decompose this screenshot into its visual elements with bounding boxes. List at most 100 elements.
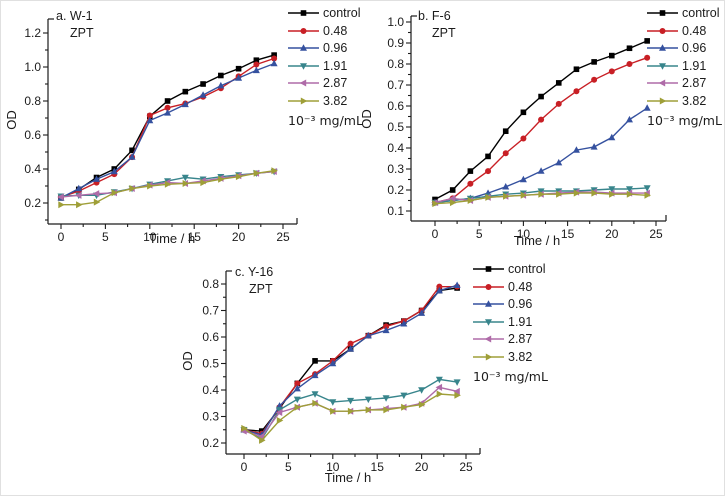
svg-text:5: 5 [285, 460, 292, 474]
data-point-3.82 [449, 199, 457, 207]
data-point-0.96 [181, 100, 189, 108]
data-point-0.96 [608, 133, 616, 141]
svg-text:0.2: 0.2 [24, 196, 41, 210]
data-point-0.96 [364, 331, 372, 339]
panel-c-ylabel: OD [180, 351, 195, 371]
square-marker-icon [288, 10, 319, 16]
chart-panel-b: 0 5 10 15 20 25 0.1 0.2 0.3 0.4 0.5 0.6 0.7 0.8 0.9 1.0 [356, 1, 724, 253]
legend-label: 3.82 [323, 93, 348, 108]
legend-label: 0.48 [508, 279, 533, 294]
circle-marker-icon [647, 27, 678, 34]
data-point-control [591, 59, 597, 65]
data-point-0.48 [538, 116, 545, 123]
svg-text:0.6: 0.6 [202, 330, 219, 344]
data-point-3.82 [276, 416, 284, 424]
chart-b-legend: control 0.48 0.96 1.91 2.87 3.82 10⁻³ mg/mL [647, 6, 722, 128]
data-point-control [538, 93, 544, 100]
legend-label: control [323, 6, 361, 20]
triangle-left-marker-icon [288, 79, 319, 87]
svg-text:0.3: 0.3 [387, 162, 404, 176]
data-point-3.82 [253, 169, 261, 177]
series-line-3.82 [61, 170, 275, 206]
panel-a-xlabel: Time / h [148, 231, 196, 246]
panel-c-title: c. Y-16 [235, 265, 274, 279]
legend-label: 0.96 [682, 41, 707, 55]
data-point-1.91 [608, 186, 616, 193]
svg-text:0.7: 0.7 [202, 304, 219, 318]
data-point-3.82 [93, 198, 101, 206]
data-point-3.82 [454, 391, 461, 399]
data-point-0.96 [93, 175, 101, 182]
data-point-0.48 [294, 380, 301, 387]
data-point-0.96 [519, 175, 527, 183]
data-point-control [164, 98, 171, 104]
data-point-0.48 [347, 340, 354, 347]
data-point-0.96 [164, 109, 172, 116]
data-point-3.82 [259, 436, 266, 444]
data-point-3.82 [294, 403, 302, 411]
data-point-3.82 [241, 424, 248, 432]
legend-entry-control: control [288, 6, 363, 20]
data-point-0.48 [146, 112, 153, 119]
data-point-3.82 [609, 190, 616, 198]
svg-text:25: 25 [649, 227, 663, 241]
svg-text:0.8: 0.8 [24, 94, 41, 108]
data-point-3.82 [76, 201, 83, 209]
data-point-0.96 [270, 59, 278, 67]
series-line-0.96 [60, 62, 275, 199]
data-point-3.82 [591, 189, 598, 197]
data-point-0.48 [591, 76, 598, 83]
svg-text:20: 20 [605, 227, 619, 241]
data-point-2.87 [453, 387, 460, 395]
data-point-0.96 [311, 371, 319, 379]
data-point-control [182, 88, 189, 95]
svg-text:0.9: 0.9 [387, 36, 404, 50]
data-point-0.48 [626, 61, 633, 67]
data-point-2.87 [57, 193, 64, 201]
panel-c-xlabel: Time / h [324, 470, 372, 485]
data-point-1.91 [364, 396, 372, 404]
svg-text:15: 15 [371, 460, 385, 474]
panel-b-xlabel: Time / h [513, 233, 561, 248]
data-point-0.48 [502, 150, 509, 157]
triangle-down-marker-icon [647, 62, 678, 70]
data-point-1.91 [311, 391, 319, 398]
svg-text:5: 5 [476, 227, 483, 241]
legend-entry-3.82: 3.82 [647, 94, 722, 108]
data-point-1.91 [293, 396, 301, 404]
data-point-3.82 [111, 189, 119, 197]
data-point-0.48 [253, 61, 260, 68]
data-point-control [449, 187, 456, 193]
data-point-control [555, 80, 562, 86]
chart-panel-c: 0 5 10 15 20 25 0.2 0.3 0.4 0.5 0.6 0.7 0.8 [176, 249, 561, 495]
data-point-1.91 [537, 188, 545, 195]
circle-marker-icon [473, 283, 504, 290]
data-point-control [312, 358, 318, 364]
data-point-control [644, 38, 650, 44]
data-point-1.91 [347, 397, 355, 405]
legend-entry-2.87: 2.87 [473, 332, 548, 346]
panel-c-treatment: ZPT [249, 282, 273, 296]
triangle-down-marker-icon [473, 318, 504, 326]
data-point-0.96 [435, 286, 443, 294]
data-point-0.96 [643, 104, 651, 111]
data-point-0.96 [199, 91, 207, 98]
data-point-3.82 [573, 189, 581, 197]
data-point-3.82 [467, 197, 475, 204]
legend-entry-2.87: 2.87 [288, 76, 363, 90]
legend-entry-2.87: 2.87 [647, 76, 722, 90]
legend-entry-control: control [473, 262, 548, 276]
legend-label: 1.91 [323, 58, 348, 73]
svg-text:10: 10 [143, 230, 157, 244]
data-point-0.96 [347, 345, 355, 352]
legend-entry-0.48: 0.48 [288, 24, 363, 38]
svg-text:0.4: 0.4 [387, 141, 404, 155]
svg-text:1.0: 1.0 [24, 60, 41, 74]
data-point-0.48 [164, 104, 171, 111]
data-point-0.96 [418, 309, 426, 316]
data-point-3.82 [235, 173, 243, 181]
legend-entry-1.91: 1.91 [473, 315, 548, 329]
svg-text:25: 25 [459, 460, 473, 474]
svg-text:0.6: 0.6 [387, 99, 404, 113]
data-point-control [467, 168, 474, 174]
